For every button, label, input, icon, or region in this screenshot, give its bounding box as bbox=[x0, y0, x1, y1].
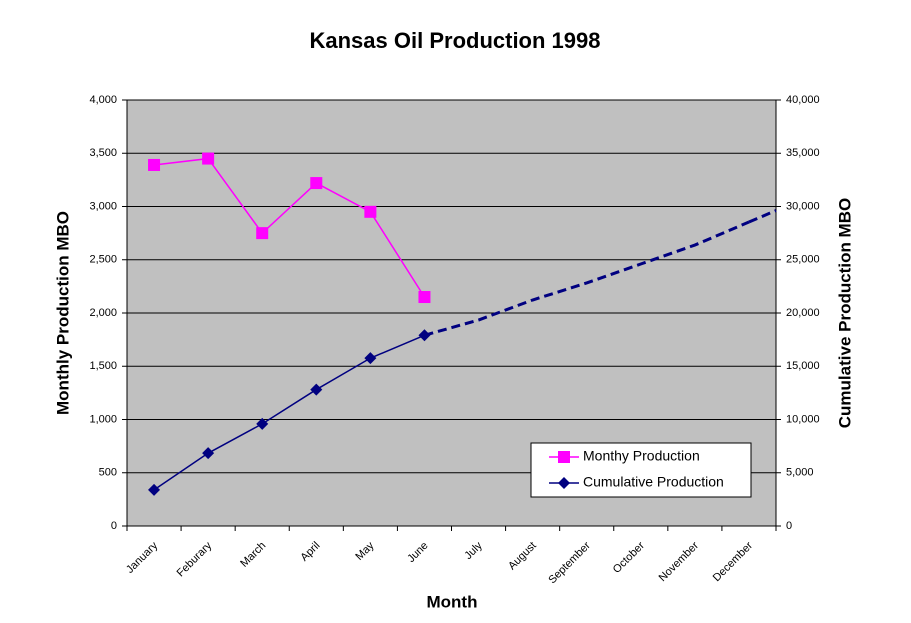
marker bbox=[148, 158, 161, 171]
legend: Monthy Production Cumulative Production bbox=[530, 442, 752, 498]
y-tick-label: 2,500 bbox=[89, 254, 117, 266]
y2-tick-label: 20,000 bbox=[786, 307, 820, 319]
marker bbox=[558, 477, 570, 489]
marker bbox=[310, 383, 323, 396]
y-axis-label: Monthly Production MBO bbox=[53, 211, 72, 415]
marker bbox=[202, 447, 215, 460]
marker bbox=[202, 152, 215, 165]
y2-tick-label: 0 bbox=[786, 520, 792, 532]
marker bbox=[310, 177, 323, 190]
y2-tick-label: 35,000 bbox=[786, 147, 820, 159]
marker bbox=[256, 417, 269, 430]
x-tick-label: July bbox=[462, 539, 485, 562]
y-tick-label: 2,000 bbox=[89, 307, 117, 319]
x-tick-label: Feburary bbox=[175, 539, 215, 579]
x-tick-label: March bbox=[238, 540, 268, 570]
y-tick-label: 500 bbox=[99, 467, 117, 479]
marker bbox=[148, 483, 161, 496]
series-line bbox=[153, 334, 425, 491]
y-tick-label: 4,000 bbox=[89, 94, 117, 106]
y2-tick-label: 10,000 bbox=[786, 413, 820, 425]
y2-tick-label: 40,000 bbox=[786, 94, 820, 106]
series-line bbox=[424, 220, 750, 337]
chart-title: Kansas Oil Production 1998 bbox=[310, 28, 601, 53]
x-tick-label: September bbox=[546, 539, 593, 586]
trend-extension bbox=[748, 209, 777, 224]
series-line bbox=[153, 157, 426, 298]
y-tick-label: 1,500 bbox=[89, 360, 117, 372]
y2-axis-label: Cumulative Production MBO bbox=[835, 198, 854, 428]
legend-label: Cumulative Production bbox=[583, 474, 724, 490]
x-tick-label: January bbox=[124, 539, 161, 576]
marker bbox=[558, 451, 570, 463]
x-axis-label: Month bbox=[427, 592, 478, 611]
x-tick-label: December bbox=[711, 539, 756, 584]
y-tick-label: 0 bbox=[111, 520, 117, 532]
y-tick-label: 1,000 bbox=[89, 413, 117, 425]
y2-tick-label: 25,000 bbox=[786, 254, 820, 266]
x-tick-label: November bbox=[657, 539, 702, 584]
x-tick-label: August bbox=[506, 540, 539, 573]
x-tick-label: June bbox=[405, 540, 430, 565]
y-tick-label: 3,500 bbox=[89, 147, 117, 159]
y2-tick-label: 15,000 bbox=[786, 360, 820, 372]
marker bbox=[256, 227, 269, 240]
x-tick-label: May bbox=[353, 539, 377, 563]
legend-label: Monthy Production bbox=[583, 448, 700, 464]
y2-tick-label: 5,000 bbox=[786, 467, 814, 479]
x-tick-label: April bbox=[298, 540, 322, 564]
x-tick-label: October bbox=[611, 539, 647, 575]
marker bbox=[364, 352, 377, 365]
y2-tick-label: 30,000 bbox=[786, 200, 820, 212]
marker bbox=[418, 291, 431, 304]
y-tick-label: 3,000 bbox=[89, 200, 117, 212]
marker bbox=[364, 205, 377, 218]
